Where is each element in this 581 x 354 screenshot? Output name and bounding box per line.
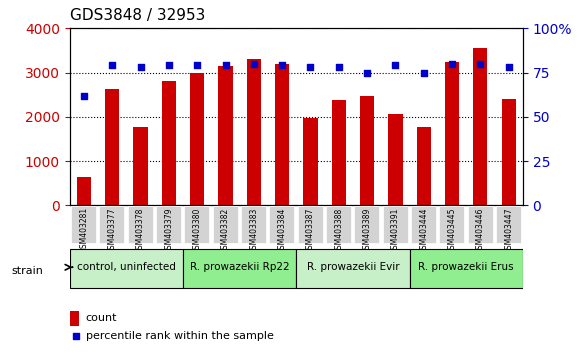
Point xyxy=(504,64,514,70)
Text: count: count xyxy=(85,313,117,323)
Bar xyxy=(134,127,148,205)
Bar xyxy=(388,114,403,205)
Bar xyxy=(417,127,431,205)
Bar xyxy=(474,48,487,205)
FancyBboxPatch shape xyxy=(183,249,296,288)
Text: GSM403382: GSM403382 xyxy=(221,207,230,253)
Bar xyxy=(247,59,261,205)
Point xyxy=(391,63,400,68)
Point xyxy=(79,93,88,98)
Point xyxy=(334,64,343,70)
Text: GSM403384: GSM403384 xyxy=(278,207,286,254)
Point xyxy=(107,63,117,68)
FancyBboxPatch shape xyxy=(411,206,436,244)
FancyBboxPatch shape xyxy=(184,206,209,244)
Bar xyxy=(501,99,516,205)
Text: GSM403377: GSM403377 xyxy=(107,207,117,254)
FancyBboxPatch shape xyxy=(383,206,408,244)
Bar xyxy=(105,90,119,205)
FancyBboxPatch shape xyxy=(326,206,351,244)
Point xyxy=(221,63,230,68)
FancyBboxPatch shape xyxy=(128,206,153,244)
Bar xyxy=(360,96,374,205)
Bar xyxy=(70,311,79,326)
Text: GSM403387: GSM403387 xyxy=(306,207,315,254)
FancyBboxPatch shape xyxy=(410,249,523,288)
FancyBboxPatch shape xyxy=(71,206,96,244)
Text: GSM403281: GSM403281 xyxy=(80,207,88,253)
Point xyxy=(136,64,145,70)
Point xyxy=(349,226,358,232)
FancyBboxPatch shape xyxy=(468,206,493,244)
Bar xyxy=(445,62,459,205)
Bar xyxy=(303,118,318,205)
FancyBboxPatch shape xyxy=(241,206,266,244)
Bar xyxy=(275,64,289,205)
Text: GSM403447: GSM403447 xyxy=(504,207,513,254)
Text: GSM403444: GSM403444 xyxy=(419,207,428,254)
Point xyxy=(419,70,428,75)
Text: GDS3848 / 32953: GDS3848 / 32953 xyxy=(70,8,205,23)
Text: strain: strain xyxy=(12,266,44,276)
Point xyxy=(164,63,174,68)
FancyBboxPatch shape xyxy=(354,206,379,244)
Bar xyxy=(218,66,232,205)
Text: control, uninfected: control, uninfected xyxy=(77,262,176,272)
FancyBboxPatch shape xyxy=(156,206,181,244)
Point xyxy=(363,70,372,75)
FancyBboxPatch shape xyxy=(70,249,183,288)
FancyBboxPatch shape xyxy=(496,206,521,244)
Text: GSM403445: GSM403445 xyxy=(447,207,457,254)
Point xyxy=(306,64,315,70)
Point xyxy=(192,63,202,68)
Text: GSM403378: GSM403378 xyxy=(136,207,145,254)
Text: GSM403383: GSM403383 xyxy=(249,207,259,254)
Point xyxy=(278,63,287,68)
FancyBboxPatch shape xyxy=(270,206,295,244)
Text: GSM403380: GSM403380 xyxy=(193,207,202,254)
Text: R. prowazekii Evir: R. prowazekii Evir xyxy=(307,262,399,272)
Text: GSM403391: GSM403391 xyxy=(391,207,400,254)
Text: R. prowazekii Erus: R. prowazekii Erus xyxy=(418,262,514,272)
Text: R. prowazekii Rp22: R. prowazekii Rp22 xyxy=(190,262,289,272)
Text: GSM403389: GSM403389 xyxy=(363,207,372,254)
Text: GSM403388: GSM403388 xyxy=(334,207,343,253)
FancyBboxPatch shape xyxy=(213,206,238,244)
Text: percentile rank within the sample: percentile rank within the sample xyxy=(85,331,274,341)
Bar xyxy=(162,81,176,205)
Bar xyxy=(190,73,205,205)
FancyBboxPatch shape xyxy=(296,249,410,288)
FancyBboxPatch shape xyxy=(297,206,322,244)
Text: GSM403379: GSM403379 xyxy=(164,207,173,254)
Point xyxy=(476,61,485,67)
Point xyxy=(249,61,259,67)
Bar xyxy=(332,101,346,205)
Text: GSM403446: GSM403446 xyxy=(476,207,485,254)
Bar xyxy=(77,177,91,205)
FancyBboxPatch shape xyxy=(439,206,464,244)
Point xyxy=(447,61,457,67)
FancyBboxPatch shape xyxy=(99,206,124,244)
